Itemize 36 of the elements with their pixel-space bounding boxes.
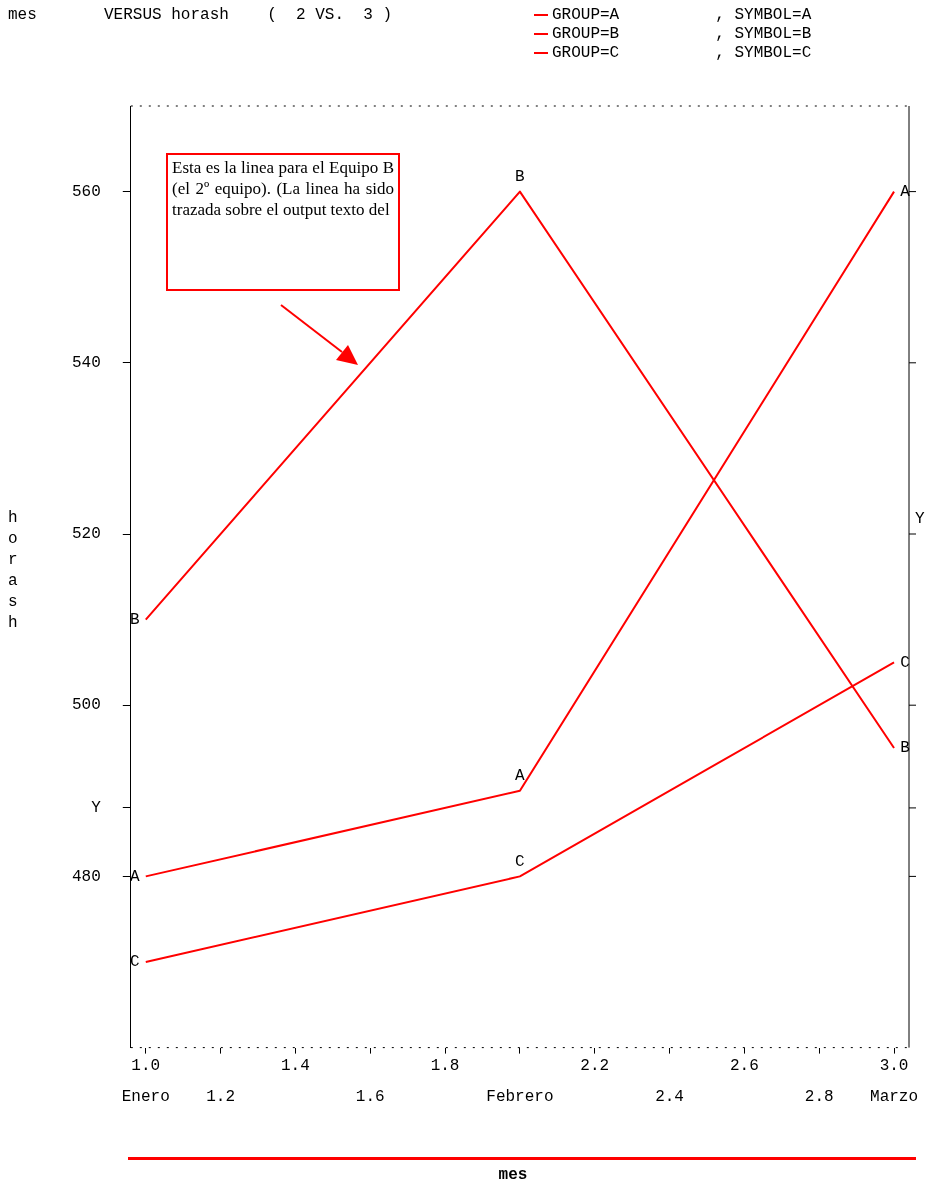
x-axis-title: mes	[497, 1166, 529, 1184]
x2-tick-label: 1.6	[355, 1087, 385, 1106]
x-tick-label: 3.0	[879, 1057, 909, 1076]
chart-title: mes VERSUS horash ( 2 VS. 3 )	[8, 6, 393, 24]
annotation: B	[515, 167, 525, 186]
legend-label: GROUP=B , SYMBOL=B	[551, 25, 812, 44]
annotation: A	[129, 867, 140, 886]
legend-label: GROUP=C , SYMBOL=C	[551, 44, 812, 63]
x2-tick-label: 2.8	[804, 1087, 834, 1106]
annotation: C	[900, 653, 910, 672]
x-tick-label: 2.2	[580, 1057, 610, 1076]
y-tick-label: Y	[91, 799, 102, 818]
annotation: Esta es la linea para el Equipo B (el 2º equipo). (La linea ha sido trazada sobre el output texto del	[166, 153, 400, 291]
annotation: A	[900, 182, 911, 201]
x-tick-label: 1.8	[430, 1057, 460, 1076]
x-tick-label: 1.0	[131, 1057, 161, 1076]
x2-tick-label: 1.2	[206, 1087, 235, 1106]
annotation: C	[515, 852, 525, 871]
x2-tick-label: 2.4	[655, 1087, 684, 1106]
x2-tick-label: Enero	[121, 1087, 170, 1106]
y-tick-label: 540	[71, 354, 101, 373]
y-tick-label: 520	[71, 525, 101, 544]
legend-label: GROUP=A , SYMBOL=A	[551, 6, 812, 25]
annotation: A	[515, 767, 526, 786]
x-tick-label: 2.6	[729, 1057, 759, 1076]
x2-tick-label: Marzo	[870, 1087, 919, 1106]
x-tick-label: 1.4	[281, 1057, 310, 1076]
x2-tick-label: Febrero	[486, 1087, 554, 1106]
annotation: B	[900, 739, 910, 758]
text: Y	[915, 510, 925, 528]
y-tick-label: 560	[71, 182, 101, 201]
annotation: C	[129, 953, 140, 972]
annotation: B	[129, 610, 140, 629]
y-tick-label: 500	[71, 696, 101, 715]
y-axis-title: horash	[8, 508, 19, 634]
y-tick-label: 480	[71, 867, 101, 886]
